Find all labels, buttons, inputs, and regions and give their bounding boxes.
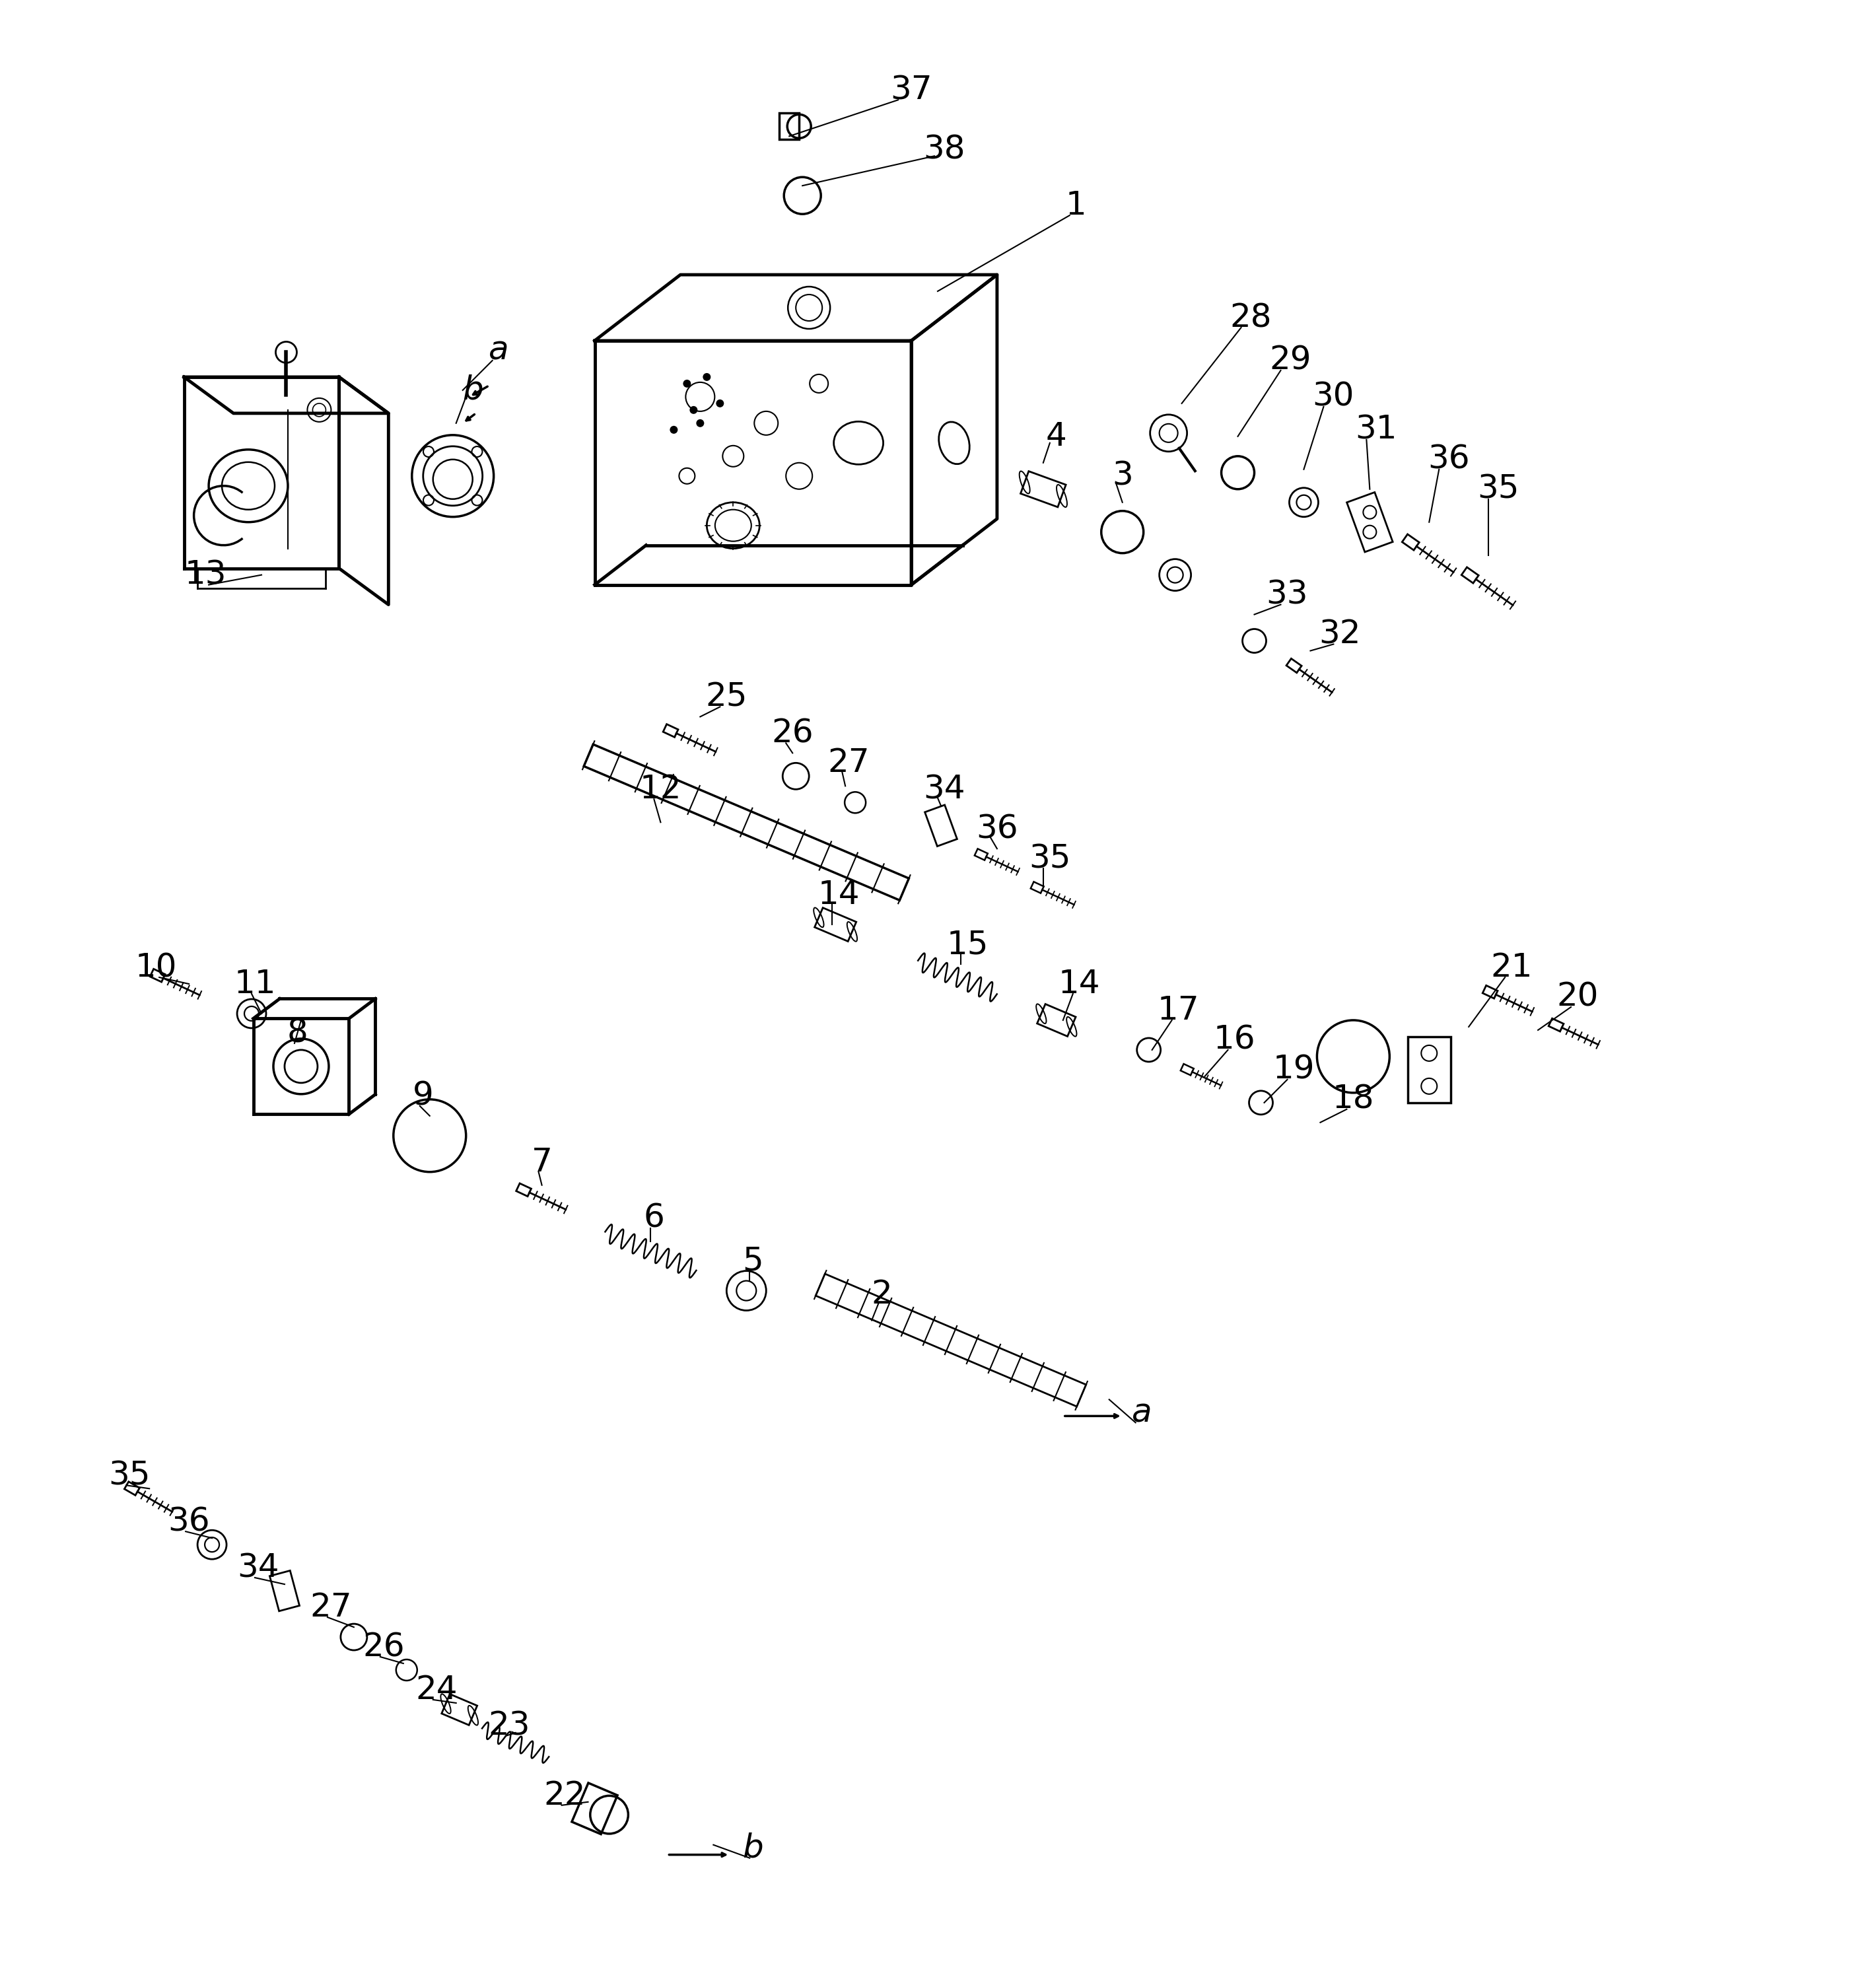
Text: 11: 11 <box>234 969 276 1000</box>
Circle shape <box>704 373 711 381</box>
Text: 4: 4 <box>1047 421 1067 453</box>
Text: 20: 20 <box>1557 981 1598 1012</box>
Text: 35: 35 <box>109 1459 150 1491</box>
Text: 10: 10 <box>135 951 176 983</box>
Text: 31: 31 <box>1354 415 1398 445</box>
Text: 26: 26 <box>771 717 814 748</box>
Circle shape <box>683 379 690 387</box>
Text: 23: 23 <box>488 1711 529 1743</box>
Text: 32: 32 <box>1319 619 1362 651</box>
Text: 35: 35 <box>1478 472 1520 504</box>
Text: 25: 25 <box>705 681 747 713</box>
Text: 8: 8 <box>287 1018 308 1050</box>
Text: 33: 33 <box>1266 580 1308 611</box>
Text: 2: 2 <box>870 1278 893 1310</box>
Text: 9: 9 <box>413 1080 433 1112</box>
Text: 37: 37 <box>891 73 932 105</box>
Text: 15: 15 <box>946 929 989 961</box>
Circle shape <box>696 419 704 427</box>
Text: 34: 34 <box>923 774 966 806</box>
Text: 22: 22 <box>544 1779 585 1810</box>
Text: 29: 29 <box>1270 345 1311 377</box>
Text: 21: 21 <box>1491 951 1533 983</box>
Text: 13: 13 <box>184 560 227 592</box>
Text: 7: 7 <box>531 1145 552 1177</box>
Text: 6: 6 <box>643 1203 664 1235</box>
Text: 17: 17 <box>1157 994 1199 1026</box>
Text: 16: 16 <box>1214 1024 1255 1056</box>
Text: 26: 26 <box>362 1632 405 1663</box>
Circle shape <box>690 407 698 415</box>
Text: a: a <box>490 335 508 367</box>
Text: 30: 30 <box>1313 381 1354 413</box>
Text: 3: 3 <box>1112 461 1133 492</box>
Text: 36: 36 <box>976 814 1019 846</box>
Text: 38: 38 <box>923 133 966 165</box>
Text: 34: 34 <box>236 1552 280 1584</box>
Text: 24: 24 <box>415 1673 458 1705</box>
Text: 5: 5 <box>743 1245 764 1276</box>
Text: 28: 28 <box>1231 302 1272 333</box>
Text: 27: 27 <box>827 746 870 778</box>
Text: 36: 36 <box>169 1507 210 1538</box>
Text: 12: 12 <box>640 774 681 806</box>
Circle shape <box>717 399 724 407</box>
Text: 35: 35 <box>1028 844 1071 875</box>
Circle shape <box>670 427 677 435</box>
Text: b: b <box>461 375 484 407</box>
Text: 14: 14 <box>1058 969 1101 1000</box>
Text: 18: 18 <box>1332 1084 1375 1116</box>
Text: 14: 14 <box>818 879 859 911</box>
Text: a: a <box>1131 1397 1152 1429</box>
Text: b: b <box>743 1832 764 1864</box>
Text: 1: 1 <box>1066 191 1086 220</box>
Text: 19: 19 <box>1274 1054 1315 1086</box>
Text: 27: 27 <box>310 1592 353 1624</box>
Text: 36: 36 <box>1428 443 1471 474</box>
